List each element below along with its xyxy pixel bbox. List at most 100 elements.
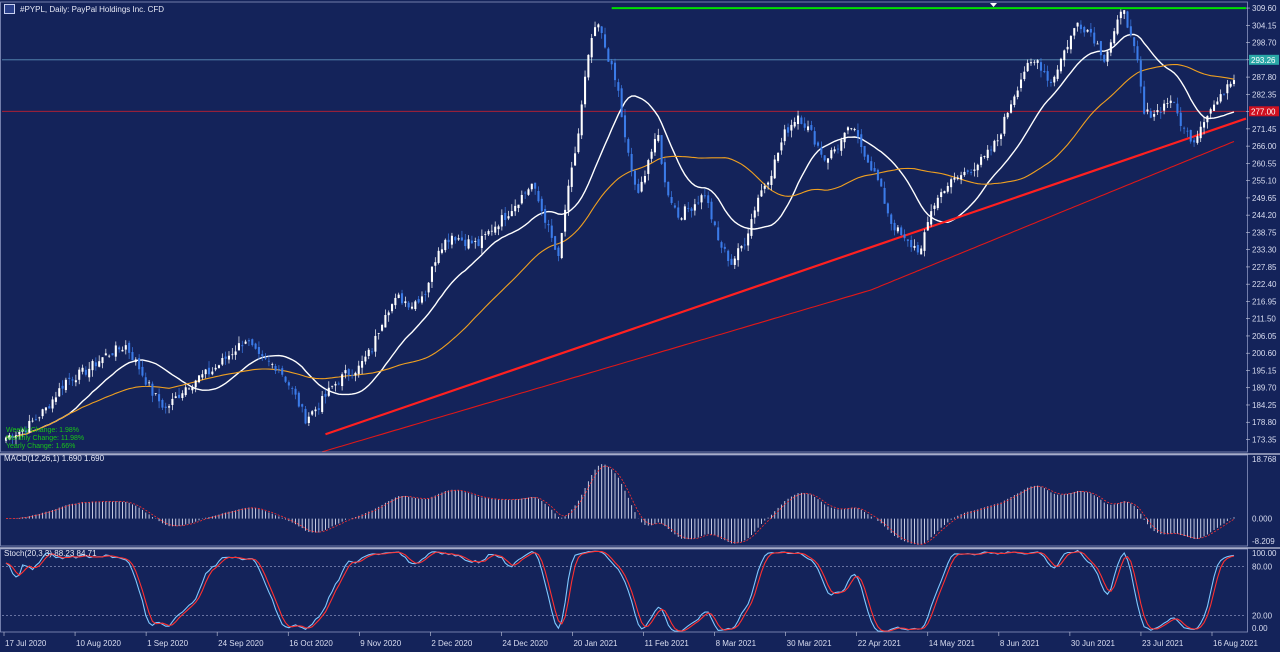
candle — [1166, 97, 1169, 109]
candle — [131, 347, 134, 361]
candle — [21, 427, 24, 438]
stoch-tick-label: 20.00 — [1252, 612, 1273, 621]
candle — [976, 163, 979, 178]
stoch-signal-line — [5, 550, 1235, 632]
candle — [1109, 39, 1112, 57]
candle — [1116, 15, 1119, 36]
candle — [747, 228, 750, 251]
price-tick-label: 287.80 — [1252, 73, 1277, 82]
chart-labels: #PYPL, Daily: PayPal Holdings Inc. CFD M… — [4, 5, 164, 558]
candle — [171, 393, 174, 411]
candle — [733, 256, 736, 269]
candle — [331, 385, 334, 389]
candle — [863, 145, 866, 161]
candle — [620, 85, 623, 118]
price-tick-label: 249.65 — [1252, 194, 1277, 203]
candle — [1006, 112, 1009, 120]
candle — [1183, 126, 1186, 134]
candle — [737, 243, 740, 267]
time-tick-label: 23 Jul 2021 — [1142, 639, 1184, 648]
candle — [134, 357, 137, 366]
reference-lines — [2, 7, 1246, 112]
candle — [896, 224, 899, 234]
candle — [1000, 133, 1003, 146]
candle — [956, 175, 959, 181]
candle — [397, 292, 400, 299]
candle — [577, 128, 580, 154]
candle — [550, 218, 553, 242]
candle — [1079, 20, 1082, 34]
macd-tick-label: 0.000 — [1252, 515, 1273, 524]
time-tick-label: 11 Feb 2021 — [645, 639, 690, 648]
candle — [680, 217, 683, 221]
candle — [311, 410, 314, 416]
candle — [464, 233, 467, 251]
candle — [637, 178, 640, 194]
time-tick-label: 16 Aug 2021 — [1213, 639, 1258, 648]
candle — [757, 194, 760, 217]
candle — [687, 202, 690, 213]
price-tag-label: 293.26 — [1251, 56, 1276, 65]
ma-200-line — [322, 140, 1235, 453]
candle — [241, 340, 244, 353]
candle — [84, 366, 87, 377]
candle — [34, 414, 37, 421]
candle — [930, 204, 933, 227]
price-tick-label: 282.35 — [1252, 90, 1277, 99]
candle — [1139, 56, 1142, 94]
candle — [470, 235, 473, 245]
candle — [124, 340, 127, 355]
candle — [916, 242, 919, 255]
candle — [101, 357, 104, 369]
price-tick-label: 206.05 — [1252, 332, 1277, 341]
candle — [587, 54, 590, 81]
price-tick-label: 266.00 — [1252, 142, 1277, 151]
macd-title: MACD(12,26,1) 1.690 1.690 — [4, 454, 105, 463]
candle — [1053, 75, 1056, 87]
time-tick-label: 8 Mar 2021 — [716, 639, 757, 648]
candle — [980, 154, 983, 168]
candle — [174, 392, 177, 399]
candle — [371, 348, 374, 355]
candle — [41, 408, 44, 419]
candle — [986, 145, 989, 161]
candle — [341, 372, 344, 391]
time-tick-label: 8 Jun 2021 — [1000, 639, 1040, 648]
chart-shift-marker-icon[interactable] — [990, 3, 997, 7]
time-tick-label: 17 Jul 2020 — [5, 639, 47, 648]
candle — [1026, 59, 1029, 72]
price-tick-label: 195.15 — [1252, 366, 1277, 375]
candle — [28, 414, 31, 434]
candle — [950, 177, 953, 194]
price-tick-label: 200.60 — [1252, 349, 1277, 358]
candle — [594, 21, 597, 37]
candle — [856, 123, 859, 144]
candle — [420, 291, 424, 305]
candle — [58, 382, 61, 397]
candle — [1106, 50, 1109, 67]
candle — [154, 393, 157, 396]
candle — [703, 188, 706, 199]
candle — [777, 152, 780, 163]
candle — [467, 235, 470, 250]
candle — [926, 216, 929, 232]
candle — [600, 25, 603, 39]
candle — [823, 155, 826, 162]
time-tick-label: 1 Sep 2020 — [147, 639, 188, 648]
candle — [540, 196, 543, 217]
candle — [14, 431, 18, 445]
time-tick-label: 24 Sep 2020 — [218, 639, 264, 648]
candle — [457, 234, 460, 241]
moving-averages — [5, 33, 1235, 453]
candle — [487, 229, 490, 236]
window-icon[interactable] — [4, 4, 15, 14]
candle — [88, 362, 91, 382]
candle — [1099, 40, 1102, 61]
candle — [1049, 79, 1052, 87]
candle — [900, 225, 903, 236]
candle — [707, 191, 710, 208]
candle — [710, 198, 713, 223]
candle — [1013, 94, 1016, 108]
support-trendline[interactable] — [325, 117, 1247, 436]
